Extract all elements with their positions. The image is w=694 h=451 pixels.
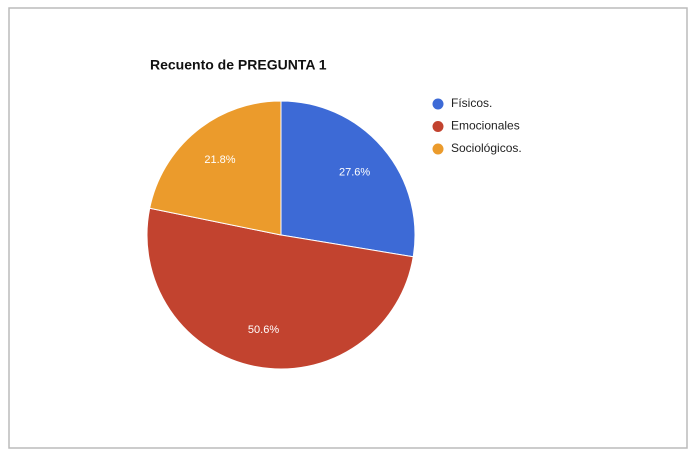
pie-slice <box>146 207 414 370</box>
legend-label: Emocionales <box>451 119 520 133</box>
legend-swatch <box>432 143 444 155</box>
pie-slice <box>149 100 282 236</box>
slice-label: 27.6% <box>339 166 370 178</box>
slice-label: 21.8% <box>204 154 235 166</box>
chart-title: Recuento de PREGUNTA 1 <box>150 57 327 73</box>
legend-label: Físicos. <box>451 96 492 110</box>
legend-swatch <box>432 121 444 132</box>
pie-slice <box>280 100 416 258</box>
legend-label: Sociológicos. <box>451 141 522 155</box>
slice-label: 50.6% <box>248 324 279 336</box>
legend-swatch <box>432 98 444 110</box>
